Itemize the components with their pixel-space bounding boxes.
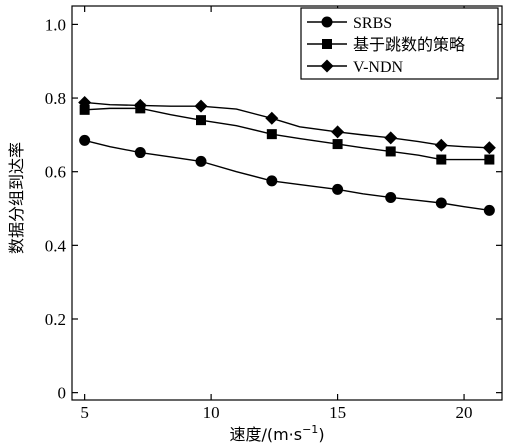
data-point [384, 131, 398, 145]
y-tick-label: 0.8 [45, 89, 66, 108]
legend-marker [322, 39, 332, 49]
data-point [134, 147, 146, 159]
x-tick-label: 15 [329, 403, 346, 422]
data-point [483, 204, 495, 216]
legend-entry: V-NDN [307, 59, 404, 76]
x-tick-label: 20 [456, 403, 473, 422]
legend-label: V-NDN [353, 59, 404, 76]
y-tick-label: 1.0 [45, 15, 66, 34]
series-line [84, 107, 490, 161]
y-tick-label: 0.6 [45, 163, 66, 182]
data-point [332, 139, 343, 150]
series-line [84, 139, 490, 212]
data-point [482, 141, 496, 155]
series-line [84, 101, 490, 149]
data-point [78, 95, 92, 109]
data-point [331, 125, 345, 139]
data-point [435, 197, 447, 209]
data-point [332, 183, 344, 195]
legend-label: SRBS [353, 15, 392, 32]
data-point [266, 129, 277, 140]
data-point [79, 134, 91, 146]
data-point [385, 146, 396, 157]
data-point [195, 155, 207, 167]
legend-marker [320, 59, 334, 73]
legend-entry: 基于跳数的策略 [307, 36, 465, 54]
data-point [265, 111, 279, 125]
legend-entry: SRBS [307, 15, 392, 32]
x-tick-label: 10 [203, 403, 220, 422]
x-tick-label: 5 [80, 403, 89, 422]
legend-marker [321, 16, 333, 28]
data-point [133, 98, 147, 112]
data-point [79, 104, 90, 115]
data-point [436, 154, 447, 165]
y-tick-label: 0 [58, 384, 67, 403]
y-tick-label: 0.2 [45, 310, 66, 329]
data-point [484, 154, 495, 165]
data-point [434, 138, 448, 152]
plot-frame [71, 5, 503, 401]
x-axis-label: 速度/(m·s−1) [229, 423, 324, 444]
y-axis-label: 数据分组到达率 [7, 142, 26, 254]
series-1 [79, 134, 495, 216]
data-point [385, 191, 397, 203]
y-tick-label: 0.4 [45, 236, 67, 255]
legend-label: 基于跳数的策略 [353, 36, 465, 54]
series-3 [78, 95, 496, 155]
data-point [194, 99, 208, 113]
data-point [196, 115, 206, 126]
data-point [266, 175, 278, 187]
